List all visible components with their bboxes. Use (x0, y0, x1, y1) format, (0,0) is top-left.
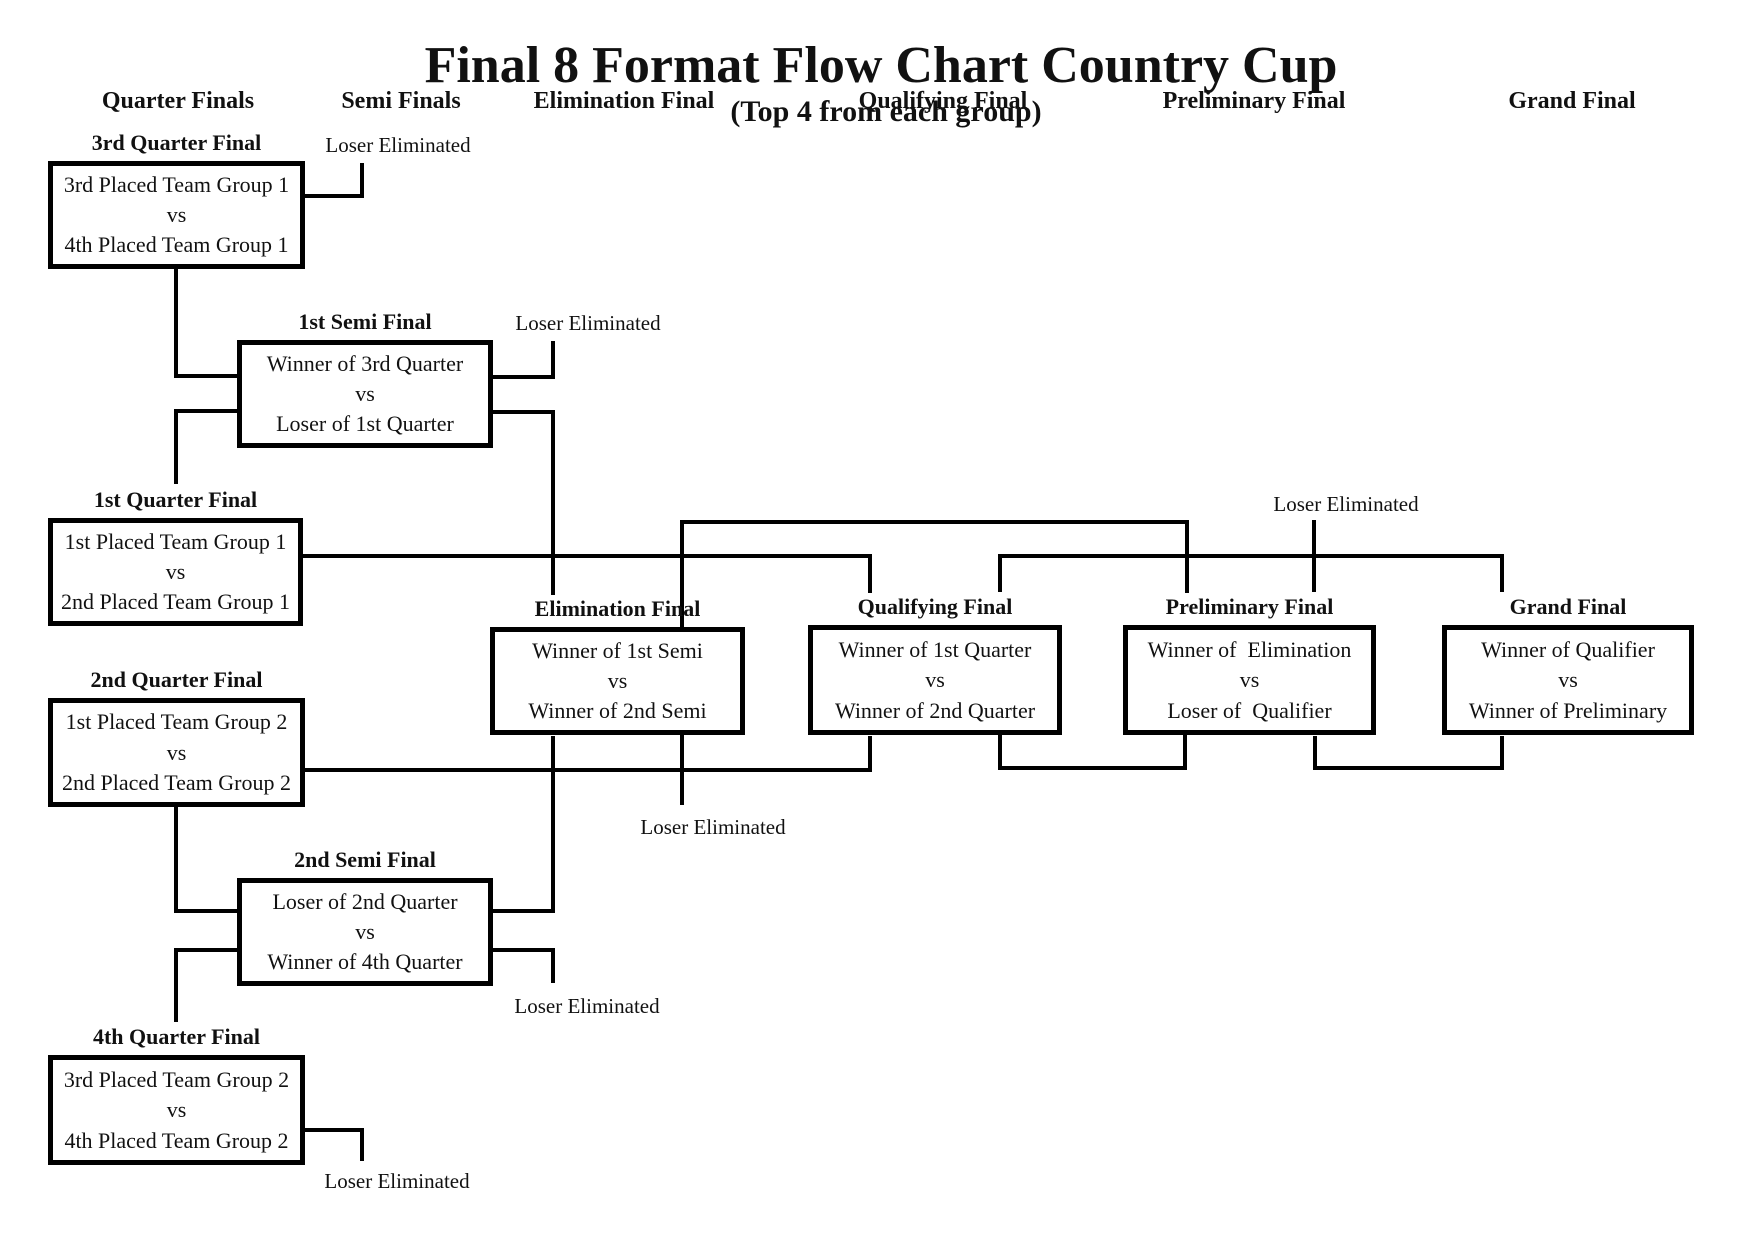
vs-label: vs (166, 739, 187, 765)
label-1st-quarter-final: 1st Quarter Final (93, 487, 258, 512)
connector-1st-quarter-to-1st-semi (174, 409, 239, 484)
title-main: Final 8 Format Flow Chart Country Cup (424, 37, 1338, 94)
loser-eliminated-1st-semi: Loser Eliminated (515, 311, 661, 335)
box-4th-quarter-final: 3rd Placed Team Group 2 vs 4th Placed Te… (48, 1055, 305, 1165)
title-suffix: (Top 4 from each group) (730, 95, 1042, 128)
team-bottom: 4th Placed Team Group 2 (64, 1127, 289, 1153)
connector-2nd-quarter-to-qualifying (303, 736, 872, 772)
team-top: Winner of 1st Semi (532, 638, 703, 663)
label-4th-quarter-final: 4th Quarter Final (92, 1024, 261, 1049)
vs-label: vs (166, 202, 187, 227)
box-2nd-semi-final: Loser of 2nd Quarter vs Winner of 4th Qu… (237, 878, 493, 986)
box-2nd-quarter-final: 1st Placed Team Group 2 vs 2nd Placed Te… (48, 698, 305, 807)
team-bottom: Winner of Preliminary (1468, 697, 1668, 723)
team-bottom: Loser of Qualifier (1167, 697, 1332, 723)
label-2nd-semi-final: 2nd Semi Final (294, 847, 436, 872)
vs-label: vs (355, 381, 375, 406)
connector-1st-quarter-to-qualifying (301, 554, 872, 593)
connector-1st-semi-to-elimination (491, 410, 555, 595)
connector-qualifying-loser-to-preliminary (998, 731, 1187, 770)
connector-3rd-quarter-loser (305, 163, 364, 198)
team-bottom: Winner of 4th Quarter (267, 949, 463, 974)
column-header-preliminary-final: Preliminary Final (1162, 88, 1346, 114)
team-bottom: 2nd Placed Team Group 1 (60, 589, 290, 614)
team-top: Winner of Elimination (1147, 636, 1352, 662)
page-title: Final 8 Format Flow Chart Country Cup (T… (0, 18, 1754, 128)
box-elimination-final: Winner of 1st Semi vs Winner of 2nd Semi (490, 627, 745, 735)
team-bottom: Loser of 1st Quarter (276, 411, 454, 436)
loser-eliminated-elimination: Loser Eliminated (640, 815, 786, 839)
team-top: Winner of Qualifier (1481, 636, 1655, 662)
connector-2nd-quarter-to-2nd-semi (174, 805, 239, 913)
box-3rd-quarter-final: 3rd Placed Team Group 1 vs 4th Placed Te… (48, 161, 305, 269)
team-bottom: 2nd Placed Team Group 2 (61, 769, 291, 795)
loser-eliminated-3rd-quarter: Loser Eliminated (325, 133, 471, 157)
column-header-semi-finals: Semi Finals (341, 88, 461, 114)
connector-preliminary-to-grand (1313, 736, 1504, 770)
team-top: Winner of 3rd Quarter (266, 351, 464, 376)
vs-label: vs (165, 559, 186, 584)
team-top: 3rd Placed Team Group 2 (63, 1066, 290, 1092)
connector-4th-quarter-loser (305, 1128, 364, 1161)
connector-4th-quarter-to-2nd-semi (174, 948, 239, 1022)
loser-eliminated-4th-quarter: Loser Eliminated (324, 1169, 470, 1193)
label-3rd-quarter-final: 3rd Quarter Final (91, 130, 262, 155)
team-top: 3rd Placed Team Group 1 (63, 172, 290, 197)
team-top: Winner of 1st Quarter (838, 636, 1032, 662)
label-grand-final: Grand Final (1509, 594, 1627, 619)
loser-eliminated-2nd-semi: Loser Eliminated (514, 994, 660, 1018)
team-top: Loser of 2nd Quarter (272, 889, 458, 914)
label-2nd-quarter-final: 2nd Quarter Final (90, 667, 263, 692)
box-preliminary-final: Winner of Elimination vs Loser of Qualif… (1123, 625, 1376, 735)
column-header-elimination-final: Elimination Final (533, 88, 715, 114)
loser-eliminated-preliminary: Loser Eliminated (1273, 492, 1419, 516)
box-1st-quarter-final: 1st Placed Team Group 1 vs 2nd Placed Te… (48, 518, 303, 626)
vs-label: vs (925, 667, 945, 692)
team-top: 1st Placed Team Group 1 (64, 529, 287, 554)
label-1st-semi-final: 1st Semi Final (298, 309, 432, 334)
team-bottom: 4th Placed Team Group 1 (64, 232, 289, 257)
label-preliminary-final: Preliminary Final (1165, 594, 1334, 619)
team-bottom: Winner of 2nd Semi (528, 698, 707, 723)
column-header-qualifying-final: Qualifying Final (858, 88, 1028, 114)
box-1st-semi-final: Winner of 3rd Quarter vs Loser of 1st Qu… (237, 340, 493, 448)
column-header-quarter-finals: Quarter Finals (101, 88, 255, 114)
vs-label: vs (355, 919, 375, 944)
connector-qualifying-to-grand (998, 554, 1504, 592)
connector-2nd-semi-to-elimination (491, 736, 555, 913)
connector-1st-semi-loser (491, 341, 555, 379)
box-qualifying-final: Winner of 1st Quarter vs Winner of 2nd Q… (808, 625, 1062, 735)
team-top: 1st Placed Team Group 2 (65, 709, 288, 735)
vs-label: vs (607, 668, 628, 693)
box-grand-final: Winner of Qualifier vs Winner of Prelimi… (1442, 625, 1694, 735)
vs-label: vs (1239, 667, 1260, 692)
vs-label: vs (1558, 667, 1578, 692)
vs-label: vs (166, 1097, 187, 1122)
connector-2nd-semi-loser (491, 948, 555, 983)
label-elimination-final: Elimination Final (534, 596, 701, 621)
label-qualifying-final: Qualifying Final (857, 594, 1013, 619)
connector-3rd-quarter-to-1st-semi (174, 266, 239, 378)
team-bottom: Winner of 2nd Quarter (834, 697, 1036, 723)
column-header-grand-final: Grand Final (1508, 88, 1636, 114)
